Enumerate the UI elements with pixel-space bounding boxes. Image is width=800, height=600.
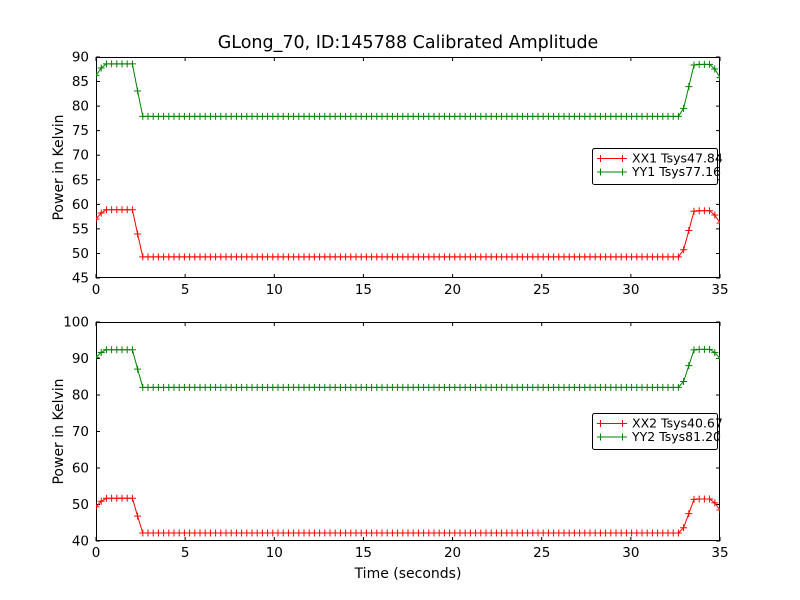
x-tick-label-top-0: 0: [92, 282, 101, 298]
axes-frame-top: [96, 57, 720, 278]
series-XX2-markers: [96, 494, 720, 537]
series-YY2-line: [96, 348, 720, 388]
x-tick-label-top-4: 20: [444, 282, 461, 298]
y-tick-label-bottom-6: 100: [63, 315, 89, 331]
y-tick-label-top-0: 45: [72, 271, 89, 287]
y-tick-label-top-3: 60: [72, 197, 89, 213]
x-tick-label-bottom-2: 10: [266, 545, 283, 561]
legend-label-XX2: XX2 Tsys40.67: [632, 416, 723, 431]
x-tick-label-top-2: 10: [266, 282, 283, 298]
y-tick-label-top-2: 55: [72, 221, 89, 237]
x-axis-label-bottom: Time (seconds): [354, 566, 462, 582]
y-tick-label-bottom-2: 60: [72, 461, 89, 477]
y-tick-label-bottom-5: 90: [72, 351, 89, 367]
series-XX1-line: [96, 209, 720, 258]
legend-key-XX2: [597, 420, 627, 427]
y-axis-label-top: Power in Kelvin: [51, 114, 67, 220]
legend-box-bottom: [592, 413, 718, 450]
y-tick-label-top-7: 80: [72, 99, 89, 115]
x-tick-label-top-3: 15: [355, 282, 372, 298]
legend-box-top: [592, 148, 718, 185]
series-YY1-line: [96, 63, 720, 117]
y-tick-label-bottom-0: 40: [72, 534, 89, 550]
x-tick-label-bottom-3: 15: [355, 545, 372, 561]
x-tick-label-bottom-6: 30: [622, 545, 639, 561]
x-tick-label-top-7: 35: [711, 282, 728, 298]
series-YY2-markers: [96, 345, 720, 391]
x-tick-label-bottom-4: 20: [444, 545, 461, 561]
y-tick-label-bottom-1: 50: [72, 497, 89, 513]
subplot-bottom: 0 5 10 15 20 25 30 35 40 50 60 70 80 90 100 Power in Ke…: [51, 315, 729, 583]
y-tick-label-top-9: 90: [72, 50, 89, 66]
x-tick-label-top-5: 25: [533, 282, 550, 298]
legend-label-YY1: YY1 Tsys77.16: [631, 164, 721, 179]
y-tick-label-top-4: 65: [72, 172, 89, 188]
x-tick-label-bottom-5: 25: [533, 545, 550, 561]
figure-title: GLong_70, ID:145788 Calibrated Amplitude: [217, 33, 599, 53]
legend-label-YY2: YY2 Tsys81.20: [631, 429, 721, 444]
subplot-top: 0 5 10 15 20 25 30 35 45 50 55 60 65 70 75 80 85 90 Power …: [51, 50, 729, 299]
series-XX1-markers: [96, 206, 720, 261]
legend-label-XX1: XX1 Tsys47.84: [632, 151, 723, 166]
series-YY1-markers: [96, 60, 720, 120]
x-tick-label-top-6: 30: [622, 282, 639, 298]
legend-key-YY2: [597, 433, 627, 441]
y-tick-label-bottom-3: 70: [72, 424, 89, 440]
y-tick-label-top-6: 75: [72, 123, 89, 139]
legend-key-YY1: [597, 168, 627, 176]
x-tick-label-bottom-1: 5: [181, 545, 190, 561]
series-XX2-line: [96, 497, 720, 534]
y-tick-label-bottom-4: 80: [72, 388, 89, 404]
y-axis-label-bottom: Power in Kelvin: [51, 378, 67, 484]
x-tick-label-top-1: 5: [181, 282, 190, 298]
x-tick-label-bottom-7: 35: [711, 545, 728, 561]
y-tick-label-top-5: 70: [72, 148, 89, 164]
legend-key-XX1: [597, 155, 627, 162]
x-tick-label-bottom-0: 0: [92, 545, 101, 561]
y-tick-label-top-8: 85: [72, 74, 89, 90]
y-tick-label-top-1: 50: [72, 246, 89, 262]
